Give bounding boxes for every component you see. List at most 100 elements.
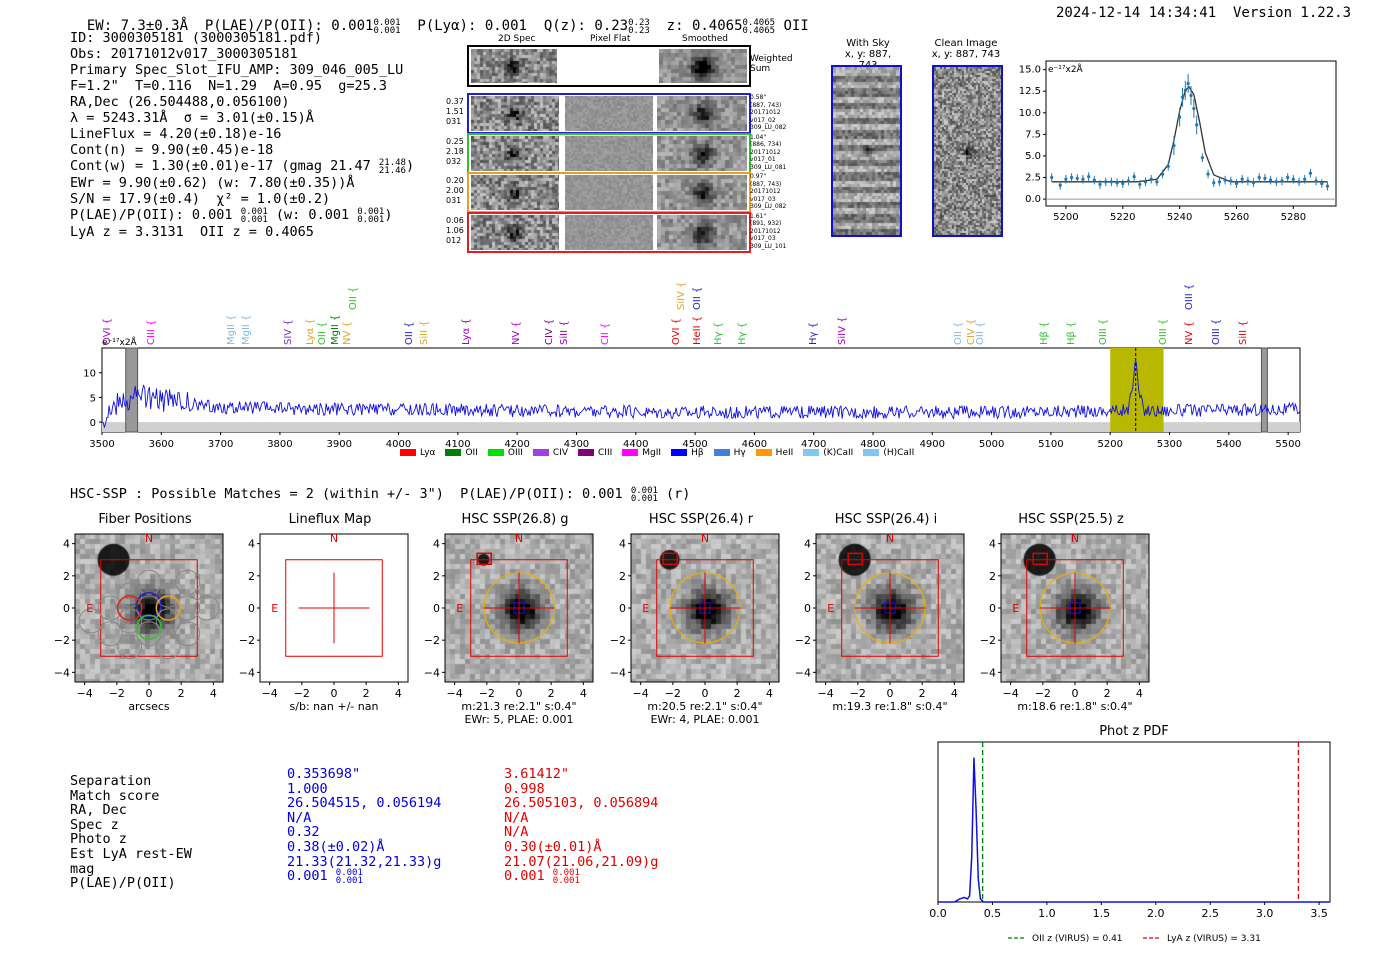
blue-plae: 0.001 0.001 0.001 bbox=[287, 868, 363, 887]
zoom-data-point bbox=[1189, 93, 1193, 98]
panel-ytick-label: 2 bbox=[63, 570, 70, 583]
panel-xlabel: m:19.3 re:1.8" s:0.4" bbox=[832, 700, 947, 713]
spec-xtick-label: 5000 bbox=[979, 439, 1004, 450]
weighted-sum-label: Weighted Sum bbox=[750, 54, 793, 74]
fiber-circle bbox=[175, 595, 201, 621]
full-spectrum-chart: 10 5 0 3500 3600 3700 3800 3900 4000 4100 4200 4300… bbox=[83, 336, 1301, 450]
zoom-fit-line bbox=[1051, 85, 1328, 183]
pdf-xtick-label: 3.5 bbox=[1310, 907, 1328, 920]
spec-xtick-label: 4900 bbox=[920, 439, 945, 450]
line-legend: Lyα OII OIII CIV CIII MgII Hβ Hγ HeII (K)CaII (H)C… bbox=[400, 448, 914, 458]
panel-ytick-label: −4 bbox=[239, 666, 255, 679]
pdf-legend-label: LyA z (VIRUS) = 3.31 bbox=[1167, 934, 1261, 944]
panel-xtick-label: 2 bbox=[734, 687, 741, 700]
panel-ytick-label: −4 bbox=[610, 666, 626, 679]
spec-highlight-window bbox=[1110, 348, 1164, 432]
spec-xtick-label: 5100 bbox=[1038, 439, 1063, 450]
zoom-data-point bbox=[1246, 179, 1250, 183]
blue-match-score: 1.000 bbox=[287, 780, 328, 797]
red-est-lya: 0.30(±0.01)Å bbox=[504, 838, 602, 855]
spec-xtick-label: 5400 bbox=[1216, 439, 1241, 450]
north-label: N bbox=[1071, 532, 1079, 545]
east-label: E bbox=[642, 602, 649, 615]
info-cont-n: Cont(n) = 9.90(±0.45)e-18 bbox=[70, 142, 274, 158]
panel-xtick-label: 0 bbox=[887, 687, 894, 700]
fiber-circle bbox=[175, 569, 201, 595]
panel-title: HSC SSP(26.8) g bbox=[461, 512, 569, 527]
panel-xlabel: m:18.6 re:1.8" s:0.4" bbox=[1017, 700, 1132, 713]
east-label: E bbox=[827, 602, 834, 615]
panel-ytick-label: −2 bbox=[424, 634, 440, 647]
spec-frame bbox=[101, 347, 1301, 433]
info-obs: Obs: 20171012v017_3000305181 bbox=[70, 46, 298, 62]
red-spec-z: N/A bbox=[504, 809, 529, 826]
spec-xtick-label: 4400 bbox=[623, 439, 648, 450]
aperture-box bbox=[841, 559, 939, 657]
aperture-box bbox=[656, 559, 754, 657]
label-spec-z: Spec z bbox=[70, 816, 119, 833]
spec-xtick-label: 5200 bbox=[1097, 439, 1122, 450]
label-ra-dec: RA, Dec bbox=[70, 802, 127, 819]
panel-xtick-label: −4 bbox=[77, 687, 93, 700]
panel-xtick-label: 2 bbox=[1104, 687, 1111, 700]
panel-ytick-label: 4 bbox=[63, 538, 70, 551]
line-id-tag: SiIV { bbox=[676, 281, 688, 310]
panel-ytick-label: −4 bbox=[980, 666, 996, 679]
zoom-data-point bbox=[1109, 180, 1113, 184]
panel-xtick-label: 4 bbox=[1136, 687, 1143, 700]
info-radec: RA,Dec (26.504488,0.056100) bbox=[70, 94, 290, 110]
detection-info: ID: 3000305181 (3000305181.pdf) Obs: 201… bbox=[70, 30, 414, 240]
zoom-data-point bbox=[1229, 179, 1233, 183]
zoom-data-point bbox=[1320, 181, 1324, 186]
label-est-lya: Est LyA rest-EW bbox=[70, 845, 192, 862]
info-cont-w: Cont(w) = 1.30(±0.01)e-17 (gmag 21.47 21… bbox=[70, 158, 415, 176]
spec-xtick-label: 4800 bbox=[860, 439, 885, 450]
panel-xtick-label: −2 bbox=[479, 687, 495, 700]
panel-title: Lineflux Map bbox=[288, 512, 372, 527]
spec-xtick-label: 3600 bbox=[149, 439, 174, 450]
red-plae: 0.001 0.001 0.001 bbox=[504, 868, 580, 887]
spec-xtick-label: 3900 bbox=[327, 439, 352, 450]
panel-ytick-label: 2 bbox=[248, 570, 255, 583]
zoom-line-fit-chart: 15.0 12.5 10.0 7.5 5.0 2.5 0.0 5200 5220 5240 5260… bbox=[1019, 60, 1337, 223]
legend-entry: Hβ bbox=[671, 448, 704, 458]
north-label: N bbox=[145, 532, 153, 545]
panel-ytick-label: 0 bbox=[433, 602, 440, 615]
hsc-heading: HSC-SSP : Possible Matches = 2 (within +… bbox=[70, 486, 691, 504]
panel-ytick-label: 2 bbox=[433, 570, 440, 583]
panel-xtick-label: 4 bbox=[951, 687, 958, 700]
panel-xtick-label: 0 bbox=[331, 687, 338, 700]
fiber-circle bbox=[117, 634, 143, 660]
panel-xlabel: arcsecs bbox=[128, 700, 170, 713]
north-label: N bbox=[701, 532, 709, 545]
spec-unit: e⁻¹⁷x2Å bbox=[102, 336, 138, 348]
zoom-data-point bbox=[1200, 156, 1204, 160]
panel-xtick-label: 2 bbox=[363, 687, 370, 700]
catalog-match-box bbox=[662, 552, 678, 566]
fiber-cutout-row bbox=[467, 211, 751, 253]
fiber-left-label: 0.06 1.06 012 bbox=[446, 215, 464, 245]
zoom-ytick-label: 7.5 bbox=[1025, 129, 1041, 140]
hsc-panel: N E 4 2 0 −2 −4 −4 −2 0 2 4 m:21.3 re:2.1" s:0.4"EWr… bbox=[424, 532, 594, 726]
hsc-panel: N E 4 2 0 −2 −4 −4 −2 0 2 4 m:18.6 re:1.8" s:0.4" bbox=[980, 532, 1150, 713]
blue-ra-dec: 26.504515, 0.056194 bbox=[287, 795, 442, 812]
spec-xtick-label: 5500 bbox=[1275, 439, 1300, 450]
zoom-data-point bbox=[1286, 175, 1290, 180]
panel-xlabel: m:21.3 re:2.1" s:0.4" bbox=[461, 700, 576, 713]
hsc-panel: N E 4 2 0 −2 −4 −4 −2 0 2 4 m:19.3 re:1.8" s:0.4" bbox=[795, 532, 965, 713]
spec-xtick-label: 3500 bbox=[89, 439, 114, 450]
hsc-panel: N E 4 2 0 −2 −4 −4 −2 0 2 4 s/b: nan +/- nan bbox=[239, 532, 409, 713]
panel-xtick-label: 4 bbox=[766, 687, 773, 700]
panel-title: HSC SSP(26.4) i bbox=[834, 512, 938, 527]
pdf-title: Phot z PDF bbox=[1099, 724, 1169, 739]
zoom-xtick-label: 5240 bbox=[1167, 212, 1192, 223]
zoom-xtick-label: 5280 bbox=[1281, 212, 1306, 223]
header-line-type: OII bbox=[775, 18, 809, 34]
label-separation: Separation bbox=[70, 773, 152, 789]
fiber-left-label: 0.37 1.51 031 bbox=[446, 97, 464, 126]
line-id-tag: OII { bbox=[348, 286, 360, 310]
panel-ytick-label: 0 bbox=[619, 602, 626, 615]
zoom-data-point bbox=[1206, 172, 1210, 176]
zoom-data-point bbox=[1217, 180, 1222, 184]
fiber-circle bbox=[117, 608, 143, 634]
